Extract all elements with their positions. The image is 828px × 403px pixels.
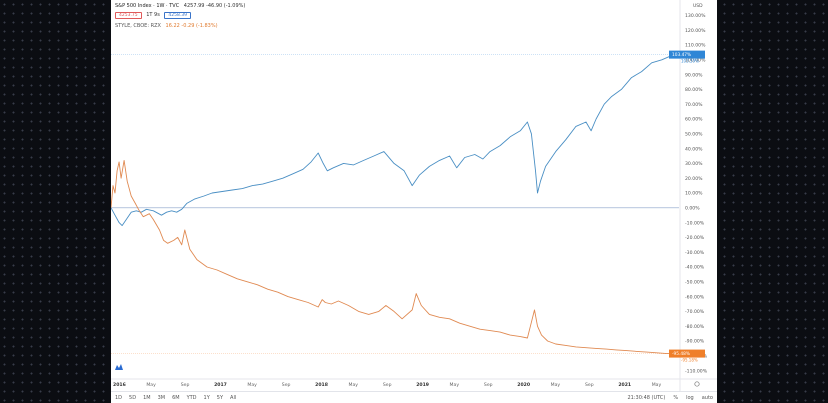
y-tick-label: -90.00% [685, 339, 705, 345]
vix-tag-sub: -95.18% [681, 358, 698, 363]
x-tick-label: 2017 [214, 382, 227, 388]
vix-tag-value: -95.48% [672, 351, 690, 357]
x-tick-label: May [551, 382, 561, 388]
x-tick-label: Sep [585, 382, 594, 388]
x-tick-label: 2019 [416, 382, 429, 388]
x-tick-label: Sep [282, 382, 291, 388]
buy-button[interactable]: 4258.39 [164, 12, 192, 19]
y-tick-label: 100.00% [685, 58, 706, 64]
range-button-ytd[interactable]: YTD [186, 395, 197, 401]
range-button-5y[interactable]: 5Y [216, 395, 224, 401]
x-tick-label: May [348, 382, 358, 388]
chart-window: 130.00% 120.00% 110.00% 100.00% 90.00% 80.00%… [111, 0, 717, 403]
x-tick-label: Sep [484, 382, 493, 388]
y-tick-label: -20.00% [685, 235, 705, 241]
y-tick-label: 120.00% [685, 28, 706, 34]
y-tick-label: 90.00% [685, 72, 703, 78]
settings-gear-icon[interactable] [694, 381, 700, 387]
range-button-all[interactable]: All [230, 395, 237, 401]
compare-symbol[interactable]: STYLE, CBOE: RZX [115, 23, 161, 29]
legend-sub: 4253.75 1T 9s 4258.39 [115, 12, 194, 19]
auto-toggle[interactable]: auto [701, 395, 713, 401]
x-tick-label: 2016 [113, 382, 126, 388]
y-tick-label: 40.00% [685, 146, 703, 152]
vix-series-line [111, 159, 679, 355]
spx-tag-value: 103.47% [672, 52, 691, 58]
y-tick-label: -30.00% [685, 250, 705, 256]
bottom-right-controls: 21:30:48 (UTC) % log auto [627, 395, 713, 401]
range-button-1m[interactable]: 1M [143, 395, 151, 401]
y-tick-label: 30.00% [685, 161, 703, 167]
x-tick-label: 2021 [618, 382, 631, 388]
y-tick-label: -10.00% [685, 220, 705, 226]
tradingview-logo-icon[interactable] [115, 364, 123, 370]
x-tick-label: May [652, 382, 662, 388]
spx-values: 4257.99 -46.90 (-1.09%) [183, 3, 246, 9]
symbol-title[interactable]: S&P 500 Index · 1W · TVC [115, 3, 180, 9]
percent-toggle[interactable]: % [673, 395, 679, 401]
y-tick-label: 130.00% [685, 13, 706, 19]
price-axis-header: USD [693, 3, 703, 9]
compare-values: 16.22 -0.29 (-1.83%) [165, 23, 218, 29]
interval-label: 1T 9s [146, 12, 160, 18]
log-toggle[interactable]: log [686, 395, 694, 401]
y-tick-label: 110.00% [685, 43, 706, 49]
x-tick-label: 2018 [315, 382, 328, 388]
y-tick-label: 60.00% [685, 117, 703, 123]
legend-main: S&P 500 Index · 1W · TVC 4257.99 -46.90 … [115, 3, 248, 10]
range-button-1y[interactable]: 1Y [203, 395, 210, 401]
clock: 21:30:48 (UTC) [627, 395, 666, 401]
x-tick-label: Sep [383, 382, 392, 388]
range-button-1d[interactable]: 1D [115, 395, 123, 401]
bottom-toolbar: 1D 5D 1M 3M 6M YTD 1Y 5Y All 21:30:48 (UTC) % lo… [111, 391, 717, 403]
spx-tag-sub: 103.39% [681, 59, 699, 64]
spx-series-line [111, 54, 680, 227]
y-tick-label: -80.00% [685, 324, 705, 330]
y-tick-label: -40.00% [685, 265, 705, 271]
y-tick-label: 80.00% [685, 87, 703, 93]
y-tick-label: 20.00% [685, 176, 703, 182]
chart-svg[interactable]: 130.00% 120.00% 110.00% 100.00% 90.00% 80.00%… [111, 0, 717, 391]
sell-button[interactable]: 4253.75 [115, 12, 142, 19]
y-tick-label: 0.00% [685, 206, 700, 212]
range-selector: 1D 5D 1M 3M 6M YTD 1Y 5Y All [115, 395, 236, 401]
y-tick-label: 70.00% [685, 102, 703, 108]
y-tick-label: -60.00% [685, 294, 705, 300]
y-tick-label: 50.00% [685, 132, 703, 138]
spx-tag [669, 50, 705, 59]
y-tick-label: -110.00% [685, 368, 708, 374]
range-button-3m[interactable]: 3M [157, 395, 166, 401]
y-tick-label: -50.00% [685, 280, 705, 286]
x-tick-label: May [247, 382, 257, 388]
y-tick-label: 10.00% [685, 191, 703, 197]
range-button-5d[interactable]: 5D [129, 395, 137, 401]
range-button-6m[interactable]: 6M [172, 395, 180, 401]
x-tick-label: May [450, 382, 460, 388]
vix-tag [669, 349, 705, 358]
x-tick-label: 2020 [517, 382, 530, 388]
legend-compare: STYLE, CBOE: RZX 16.22 -0.29 (-1.83%) [115, 23, 221, 30]
x-tick-label: Sep [181, 382, 190, 388]
x-tick-label: May [146, 382, 156, 388]
y-tick-label: -70.00% [685, 309, 705, 315]
